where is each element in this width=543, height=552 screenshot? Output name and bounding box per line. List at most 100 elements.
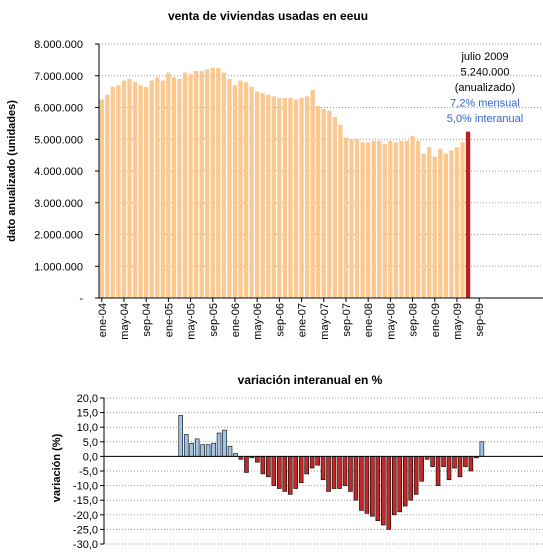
chart1-bar [188, 74, 193, 298]
chart2-bar [408, 456, 413, 501]
chart1-bar [371, 140, 376, 298]
chart1-bar [166, 72, 171, 298]
chart2-bar [413, 456, 419, 495]
chart1-bar [99, 99, 104, 298]
chart1-bar [427, 147, 432, 298]
chart2-bar [468, 456, 474, 472]
chart2-title: variación interanual en % [238, 373, 383, 387]
chart2-bar [205, 444, 211, 457]
chart1-xtick-label: may-04 [119, 303, 131, 340]
chart1-bar [177, 78, 182, 298]
chart1-bar [243, 82, 249, 298]
chart1-bar [216, 67, 221, 298]
chart2-bar [200, 444, 205, 457]
chart1-bar [299, 97, 304, 298]
chart1-bar [449, 150, 454, 298]
chart1-bar [332, 117, 338, 299]
chart1-bar [393, 142, 399, 298]
chart1-bar [321, 109, 326, 299]
chart1-xtick-label: may-08 [385, 303, 397, 340]
chart1-bar [210, 67, 215, 298]
chart2-bar [331, 456, 337, 489]
chart1-bar [221, 72, 227, 298]
chart1-bar [193, 70, 199, 298]
chart2-ytick-label: -10,0 [73, 481, 98, 493]
chart2-bar [402, 456, 408, 507]
chart2-ytick-label: -5,0 [79, 466, 98, 478]
chart1-bar [138, 85, 143, 299]
chart1-bar [182, 72, 188, 298]
chart2-bar [430, 456, 435, 467]
chart2-bar [337, 456, 342, 489]
chart1-bar [227, 78, 232, 298]
chart2-bar [211, 442, 216, 457]
chart1-xtick-label: sep-04 [141, 303, 153, 337]
chart2-bar [397, 456, 403, 513]
chart1-ytick-label: 6.000.000 [34, 103, 83, 115]
chart1-bar [271, 96, 276, 298]
chart1-xtick-label: may-05 [186, 303, 198, 340]
chart1-bar [310, 90, 315, 298]
chart1-bar [249, 86, 254, 298]
chart2-bar [255, 456, 260, 463]
chart2-bar [446, 456, 452, 481]
chart1-annotation-line: 5,0% interanual [447, 113, 523, 125]
chart2-bar [386, 456, 392, 530]
chart2-bar [375, 456, 381, 521]
chart1-xtick-label: ene-07 [297, 303, 309, 337]
chart1-ytick-label: - [79, 293, 83, 305]
chart1-ytick-label: 3.000.000 [34, 198, 83, 210]
chart1-xtick-label: may-07 [319, 303, 331, 340]
chart1-bar [238, 80, 243, 298]
chart1-bar [432, 156, 437, 298]
chart2-bar [342, 456, 348, 486]
chart2-bar [353, 456, 359, 501]
chart2-bar [293, 456, 298, 489]
chart1-bar [415, 140, 421, 298]
chart2-bar [222, 429, 227, 457]
chart2-ytick-label: 15,0 [77, 408, 98, 420]
chart2-bar [189, 442, 194, 457]
chart2-y-axis-title: variación (%) [51, 433, 63, 502]
chart2-bar [216, 432, 222, 457]
chart2-bar [287, 456, 293, 495]
chart1-bar [199, 70, 204, 298]
chart1-ytick-label: 7.000.000 [34, 71, 83, 83]
chart1-xtick-label: ene-05 [163, 303, 175, 337]
chart1-bar [127, 78, 132, 298]
chart2-bar [359, 456, 364, 511]
chart1-bar [443, 153, 449, 298]
chart2-bar [178, 415, 184, 457]
chart1-ytick-label: 8.000.000 [34, 39, 83, 51]
chart2-bar [304, 456, 309, 475]
chart1-ytick-label: 1.000.000 [34, 261, 83, 273]
chart2-bar [260, 456, 266, 475]
chart1-xtick-label: may-06 [252, 303, 264, 340]
chart1-bar [282, 97, 288, 298]
chart2-bar [364, 456, 370, 514]
chart1-bar [205, 69, 210, 299]
chart1-bar [110, 86, 116, 298]
chart1-bar [160, 80, 165, 298]
chart2-ytick-label: 5,0 [83, 437, 98, 449]
chart1-xtick-label: sep-09 [474, 303, 486, 337]
chart2-ytick-label: -20,0 [73, 510, 98, 522]
chart1-bar [277, 97, 282, 298]
chart2-bar [227, 445, 233, 457]
chart1-annotation-line: julio 2009 [460, 51, 508, 63]
chart1-annotation-line: (anualizado) [455, 82, 516, 94]
chart1-xtick-label: ene-08 [363, 303, 375, 337]
chart1-bar [260, 93, 265, 299]
chart2-ytick-label: -30,0 [73, 539, 98, 551]
chart2-bar [381, 456, 386, 526]
chart2-bar [348, 456, 353, 492]
chart1-bar [266, 94, 271, 298]
chart2-bar [435, 456, 441, 486]
chart1-bar [327, 110, 332, 298]
chart1-bar [316, 105, 321, 298]
chart1-xtick-label: ene-04 [97, 303, 109, 337]
chart2-bar [419, 456, 424, 482]
chart2-bar [441, 456, 446, 467]
